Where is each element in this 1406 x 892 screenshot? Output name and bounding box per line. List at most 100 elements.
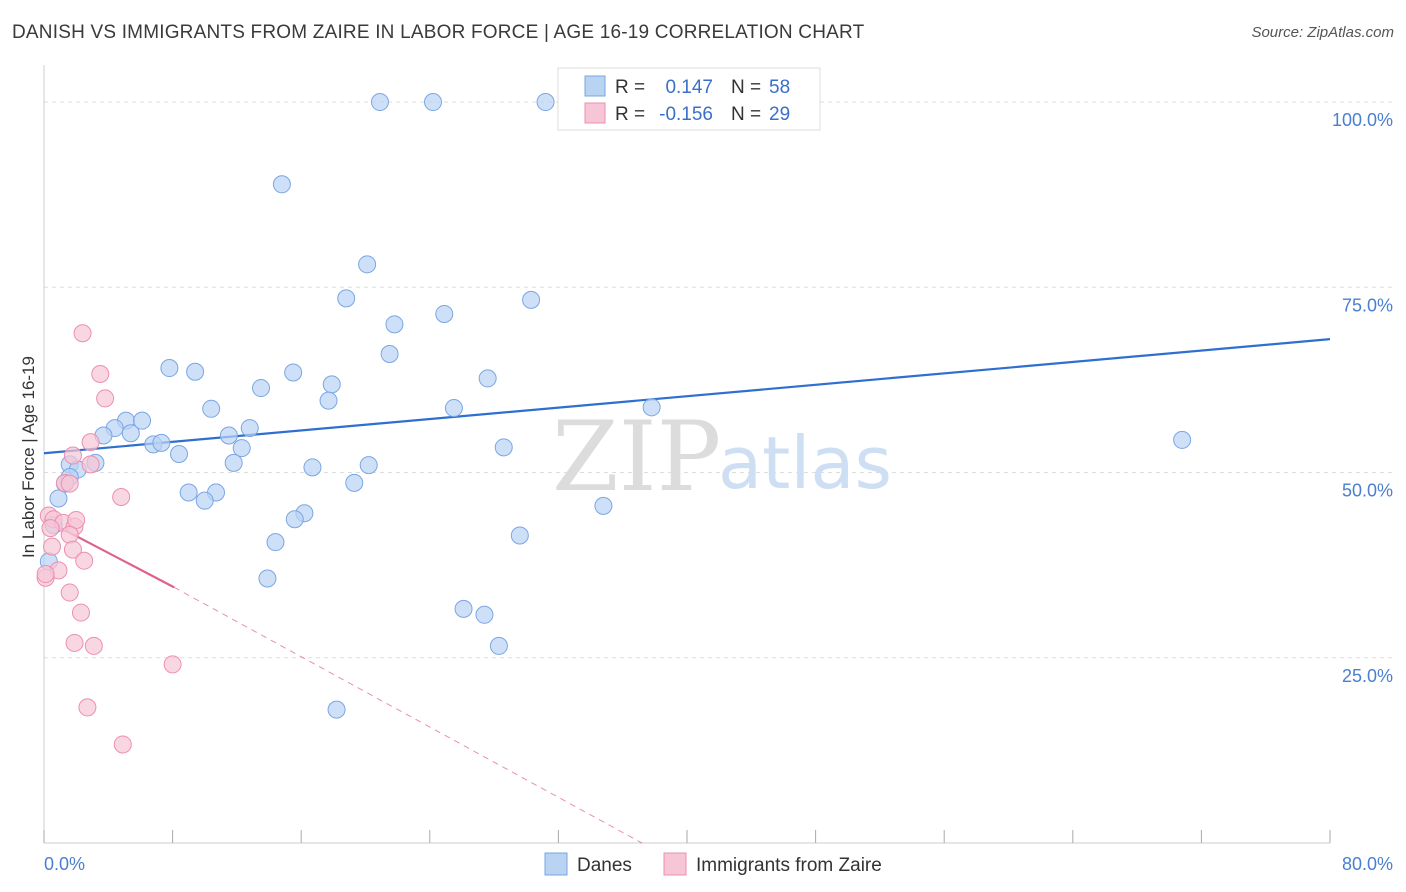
danes-point [179,483,198,502]
source-label: Source: ZipAtlas.com [1251,24,1394,41]
bottom-legend-zaire-swatch [663,852,687,876]
zaire-point [41,519,60,538]
zaire-point [84,636,103,655]
x-tick-labels: 0.0% 80.0% [44,854,1393,874]
danes-point [359,456,378,475]
danes-point [240,419,259,438]
watermark-atlas: atlas [718,421,892,505]
trend-line [173,586,643,844]
grid [44,101,1392,659]
danes-point [1173,430,1192,449]
bottom-legend: Danes Immigrants from Zaire [544,852,882,876]
danes-point [345,473,364,492]
zaire-point [71,603,90,622]
y-tick-label: 75.0% [1342,295,1393,315]
danes-point [121,424,140,443]
axes [43,65,1331,844]
zaire-point [113,735,132,754]
zaire-point [81,433,100,452]
data-points [36,93,1192,754]
danes-point [319,391,338,410]
danes-point [536,93,555,112]
zaire-point [60,474,79,493]
legend-zaire-swatch [584,102,606,124]
x-tick-label: 80.0% [1342,854,1393,874]
y-tick-label: 25.0% [1342,666,1393,686]
danes-point [380,344,399,363]
y-tick-label: 50.0% [1342,481,1393,501]
zaire-point [60,583,79,602]
danes-point [133,411,152,430]
danes-point [510,526,529,545]
zaire-point [96,389,115,408]
y-tick-labels: 25.0% 50.0% 75.0% 100.0% [1332,110,1393,686]
legend-danes-swatch [584,75,606,97]
zaire-point [78,698,97,717]
zaire-point [73,324,92,343]
chart-title: DANISH VS IMMIGRANTS FROM ZAIRE IN LABOR… [12,22,865,43]
zaire-point [63,540,82,559]
danes-point [337,289,356,308]
danes-point [160,359,179,378]
legend-zaire-r-label: R = [615,104,645,125]
danes-point [195,491,214,510]
danes-point [642,398,661,417]
zaire-point [63,446,82,465]
danes-point [358,255,377,274]
danes-point [272,175,291,194]
legend-zaire-n-value: 29 [769,104,790,125]
bottom-legend-danes-label: Danes [577,855,632,876]
legend-danes-r-label: R = [615,77,645,98]
danes-point [284,363,303,382]
danes-point [186,362,205,381]
danes-point [594,496,613,515]
zaire-point [43,537,62,556]
danes-point [258,569,277,588]
danes-point [219,426,238,445]
danes-point [252,379,271,398]
x-tick-label: 0.0% [44,854,85,874]
danes-point [49,489,68,508]
danes-point [435,304,454,323]
danes-point [494,438,513,457]
zaire-point [67,510,86,529]
legend-danes-n-value: 58 [769,77,790,98]
danes-point [489,636,508,655]
legend-danes-r-value: 0.147 [665,77,713,98]
danes-point [478,369,497,388]
danes-point [424,93,443,112]
danes-point [224,453,243,472]
danes-point [285,510,304,529]
zaire-point [163,655,182,674]
danes-point [327,700,346,719]
danes-point [322,375,341,394]
danes-point [303,458,322,477]
danes-point [152,433,171,452]
danes-point [370,93,389,112]
danes-point [385,315,404,334]
danes-point [454,599,473,618]
danes-point [522,290,541,309]
zaire-point [75,551,94,570]
y-tick-label: 100.0% [1332,110,1393,130]
danes-point [202,399,221,418]
danes-point [444,399,463,418]
legend-zaire-r-value: -0.156 [659,104,713,125]
bottom-legend-danes-swatch [544,852,568,876]
danes-point [232,439,251,458]
y-axis-label: In Labor Force | Age 16-19 [19,356,38,558]
legend-danes-n-label: N = [731,77,761,98]
zaire-point [91,364,110,383]
zaire-point [81,455,100,474]
watermark-zip: ZIP [552,401,721,513]
zaire-point [65,633,84,652]
zaire-point [112,487,131,506]
danes-point [266,533,285,552]
trend-line [43,338,1331,455]
danes-point [170,445,189,463]
danes-point [475,605,494,624]
bottom-legend-zaire-label: Immigrants from Zaire [696,855,882,876]
top-legend: R = 0.147 N = 58 R = -0.156 N = 29 [557,67,821,131]
zaire-point [60,525,79,544]
